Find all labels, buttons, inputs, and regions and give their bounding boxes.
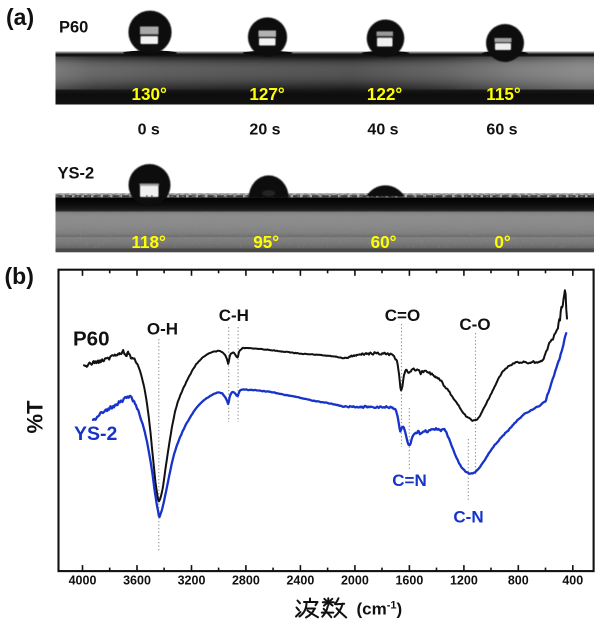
svg-text:0°: 0° bbox=[494, 233, 511, 252]
svg-text:C-N: C-N bbox=[453, 508, 483, 527]
svg-text:115°: 115° bbox=[486, 85, 521, 104]
svg-text:YS-2: YS-2 bbox=[74, 423, 118, 445]
svg-text:20 s: 20 s bbox=[249, 121, 280, 138]
svg-text:127°: 127° bbox=[249, 85, 285, 104]
svg-text:118°: 118° bbox=[131, 233, 166, 252]
svg-text:C-O: C-O bbox=[459, 315, 490, 334]
svg-text:P60: P60 bbox=[73, 328, 109, 351]
svg-text:C=N: C=N bbox=[392, 471, 426, 490]
svg-text:C-H: C-H bbox=[219, 306, 249, 325]
svg-text:130°: 130° bbox=[132, 85, 168, 104]
svg-text:800: 800 bbox=[508, 573, 529, 587]
svg-text:O-H: O-H bbox=[147, 320, 178, 339]
svg-text:2000: 2000 bbox=[341, 573, 369, 587]
svg-text:95°: 95° bbox=[253, 233, 279, 252]
svg-text:122°: 122° bbox=[367, 85, 403, 104]
svg-text:0 s: 0 s bbox=[138, 121, 160, 138]
svg-text:400: 400 bbox=[562, 573, 583, 587]
svg-text:3200: 3200 bbox=[178, 573, 206, 587]
svg-text:YS-2: YS-2 bbox=[58, 165, 95, 183]
svg-text:(cm-1): (cm-1) bbox=[357, 600, 403, 619]
svg-text:C=O: C=O bbox=[385, 306, 420, 325]
svg-text:2800: 2800 bbox=[232, 573, 260, 587]
svg-text:3600: 3600 bbox=[123, 573, 151, 587]
svg-text:1200: 1200 bbox=[450, 573, 478, 587]
svg-text:1600: 1600 bbox=[395, 573, 423, 587]
svg-text:60°: 60° bbox=[371, 233, 397, 252]
svg-text:2400: 2400 bbox=[286, 573, 314, 587]
svg-text:40 s: 40 s bbox=[367, 121, 398, 138]
svg-text:P60: P60 bbox=[59, 19, 88, 37]
svg-text:60 s: 60 s bbox=[486, 121, 517, 138]
svg-text:%T: %T bbox=[23, 400, 48, 434]
svg-text:4000: 4000 bbox=[69, 573, 97, 587]
